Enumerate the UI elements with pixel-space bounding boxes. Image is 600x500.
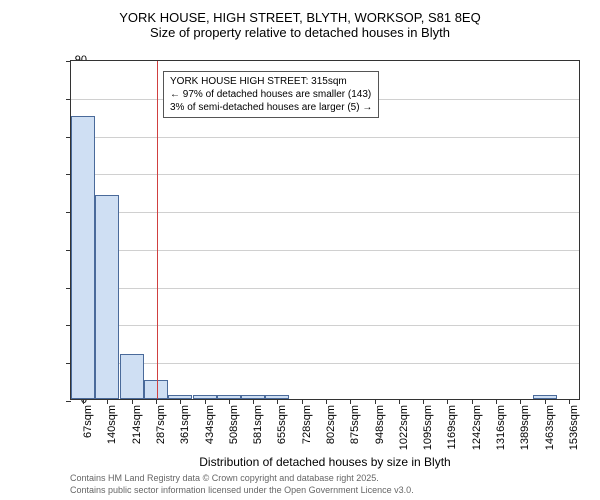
- x-tick-mark: [326, 399, 327, 404]
- x-tick-mark: [496, 399, 497, 404]
- x-tick-mark: [253, 399, 254, 404]
- grid-line: [71, 212, 579, 213]
- x-tick-mark: [520, 399, 521, 404]
- attribution-line1: Contains HM Land Registry data © Crown c…: [70, 473, 580, 485]
- x-tick-mark: [205, 399, 206, 404]
- plot-area: YORK HOUSE HIGH STREET: 315sqm ← 97% of …: [70, 60, 580, 400]
- y-tick-mark: [66, 250, 71, 251]
- grid-line: [71, 288, 579, 289]
- y-tick-mark: [66, 61, 71, 62]
- x-tick-mark: [423, 399, 424, 404]
- chart-title-line1: YORK HOUSE, HIGH STREET, BLYTH, WORKSOP,…: [0, 10, 600, 25]
- histogram-bar: [120, 354, 144, 399]
- x-tick-mark: [350, 399, 351, 404]
- grid-line: [71, 325, 579, 326]
- x-tick-mark: [229, 399, 230, 404]
- x-tick-mark: [132, 399, 133, 404]
- grid-line: [71, 363, 579, 364]
- x-tick-mark: [375, 399, 376, 404]
- annotation-box: YORK HOUSE HIGH STREET: 315sqm ← 97% of …: [163, 71, 379, 118]
- annotation-line2: ← 97% of detached houses are smaller (14…: [170, 88, 372, 101]
- x-tick-mark: [107, 399, 108, 404]
- x-tick-mark: [83, 399, 84, 404]
- attribution-line2: Contains public sector information licen…: [70, 485, 580, 497]
- y-tick-mark: [66, 99, 71, 100]
- x-tick-mark: [156, 399, 157, 404]
- x-tick-mark: [399, 399, 400, 404]
- annotation-line3: 3% of semi-detached houses are larger (5…: [170, 101, 372, 114]
- annotation-line1: YORK HOUSE HIGH STREET: 315sqm: [170, 75, 372, 88]
- chart-title-line2: Size of property relative to detached ho…: [0, 25, 600, 40]
- histogram-bar: [95, 195, 119, 399]
- y-tick-mark: [66, 212, 71, 213]
- y-tick-mark: [66, 174, 71, 175]
- x-tick-mark: [447, 399, 448, 404]
- x-tick-mark: [277, 399, 278, 404]
- y-tick-mark: [66, 363, 71, 364]
- x-tick-mark: [569, 399, 570, 404]
- grid-line: [71, 137, 579, 138]
- x-tick-mark: [180, 399, 181, 404]
- y-tick-mark: [66, 325, 71, 326]
- x-tick-mark: [472, 399, 473, 404]
- histogram-bar: [71, 116, 95, 399]
- reference-line: [157, 61, 158, 399]
- grid-line: [71, 250, 579, 251]
- y-tick-mark: [66, 401, 71, 402]
- x-tick-mark: [545, 399, 546, 404]
- grid-line: [71, 174, 579, 175]
- y-tick-mark: [66, 137, 71, 138]
- attribution: Contains HM Land Registry data © Crown c…: [70, 473, 580, 496]
- x-axis-label: Distribution of detached houses by size …: [70, 455, 580, 469]
- chart-container: YORK HOUSE, HIGH STREET, BLYTH, WORKSOP,…: [0, 10, 600, 500]
- x-tick-mark: [302, 399, 303, 404]
- y-tick-mark: [66, 288, 71, 289]
